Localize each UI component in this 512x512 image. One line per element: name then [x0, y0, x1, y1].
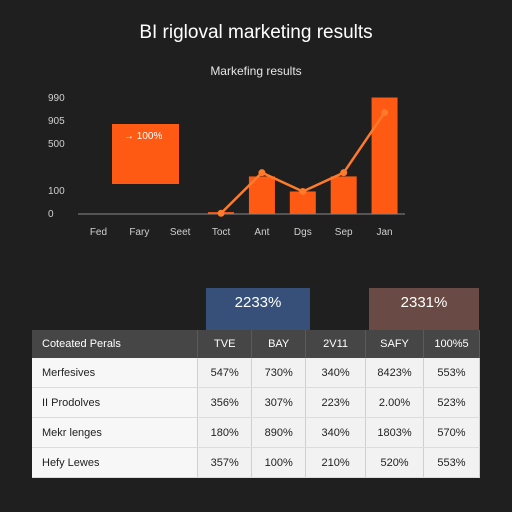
- column-header: BAY: [251, 330, 307, 358]
- y-tick-label: 0: [48, 209, 54, 220]
- bar: [289, 191, 316, 214]
- table-cell: 223%: [305, 387, 367, 418]
- table-cell: 553%: [423, 447, 480, 478]
- x-tick-label: Ant: [254, 227, 269, 238]
- bar: [330, 176, 357, 214]
- bar-line-chart: 990 905 500 100 0 → 100% Fed Fary Seet Toct Ant Dgs…: [48, 93, 405, 238]
- table-cell: 1803%: [365, 417, 424, 448]
- table-row: Mekr lenges 180% 890% 340% 1803% 570%: [32, 417, 480, 448]
- table-cell: 553%: [423, 358, 480, 388]
- chart-subtitle: Markefing results: [210, 64, 302, 78]
- page-title: BI rigloval marketing results: [139, 22, 373, 43]
- column-header: 100%5: [423, 330, 480, 358]
- x-tick-label: Fed: [90, 227, 107, 238]
- column-header: 2V11: [305, 330, 367, 358]
- table-cell: 547%: [197, 358, 253, 388]
- table-cell: 340%: [305, 417, 367, 448]
- y-tick-label: 100: [48, 186, 65, 197]
- y-tick-label: 500: [48, 139, 65, 150]
- kpi-value-2: 2331%: [400, 294, 448, 311]
- x-tick-label: Jan: [377, 227, 393, 238]
- line-point: [217, 209, 225, 217]
- line-point: [299, 187, 307, 195]
- table-cell: 357%: [197, 447, 253, 478]
- kpi-tile-2: 2331%: [369, 288, 479, 330]
- kpi-tile-1: 2233%: [206, 288, 310, 330]
- row-label: Merfesives: [32, 358, 199, 388]
- x-tick-label: Toct: [212, 227, 231, 238]
- column-header: Coteated Perals: [32, 330, 199, 358]
- table-header-row: Coteated Perals TVE BAY 2V11 SAFY 100%5: [32, 330, 480, 358]
- table-row: Hefy Lewes 357% 100% 210% 520% 553%: [32, 447, 480, 478]
- x-tick-label: Seet: [170, 227, 191, 238]
- table-cell: 523%: [423, 387, 480, 418]
- column-header: SAFY: [365, 330, 424, 358]
- x-tick-label: Sep: [335, 227, 353, 238]
- table-cell: 520%: [365, 447, 424, 478]
- row-label: Mekr lenges: [32, 417, 199, 448]
- table-cell: 356%: [197, 387, 253, 418]
- line-point: [381, 109, 389, 117]
- results-table: Coteated Perals TVE BAY 2V11 SAFY 100%5 …: [32, 330, 480, 478]
- table-row: Merfesives 547% 730% 340% 8423% 553%: [32, 358, 480, 388]
- column-header: TVE: [197, 330, 253, 358]
- line-point: [258, 169, 266, 177]
- row-label: Hefy Lewes: [32, 447, 199, 478]
- kpi-value-1: 2233%: [234, 294, 282, 311]
- table-cell: 180%: [197, 417, 253, 448]
- x-tick-label: Dgs: [294, 227, 312, 238]
- table-cell: 340%: [305, 358, 367, 388]
- table-row: II Prodolves 356% 307% 223% 2.00% 523%: [32, 387, 480, 418]
- annotation-label: → 100%: [124, 131, 162, 142]
- table-cell: 210%: [305, 447, 367, 478]
- table-cell: 730%: [251, 358, 307, 388]
- annotation-box: [112, 124, 179, 184]
- x-tick-label: Fary: [129, 227, 149, 238]
- table-cell: 2.00%: [365, 387, 424, 418]
- y-tick-label: 990: [48, 93, 65, 104]
- y-tick-label: 905: [48, 116, 65, 127]
- table-cell: 307%: [251, 387, 307, 418]
- table-cell: 100%: [251, 447, 307, 478]
- line-point: [340, 169, 348, 177]
- table-cell: 890%: [251, 417, 307, 448]
- row-label: II Prodolves: [32, 387, 199, 418]
- bar: [371, 97, 398, 214]
- table-cell: 570%: [423, 417, 480, 448]
- table-cell: 8423%: [365, 358, 424, 388]
